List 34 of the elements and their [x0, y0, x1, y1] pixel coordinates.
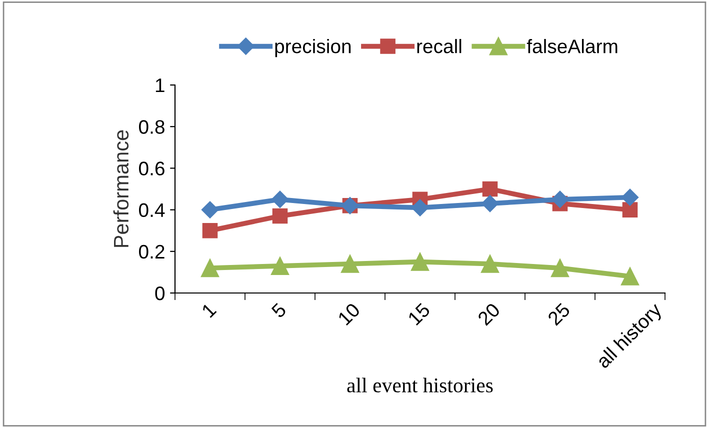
y-tick-label: 0.8 [139, 120, 164, 134]
point [550, 259, 570, 278]
x-tick-label: 25 [547, 302, 571, 326]
legend-label: falseAlarm [526, 38, 618, 54]
point [202, 222, 218, 238]
legend-label: recall [417, 38, 462, 54]
y-tick-label: 0 [155, 286, 165, 300]
point [272, 208, 288, 224]
y-tick-label: 0.2 [139, 244, 164, 259]
point [551, 190, 569, 208]
x-tick-label: 15 [408, 302, 431, 326]
point [270, 256, 290, 275]
point [482, 181, 498, 197]
x-tick-label: 10 [337, 302, 361, 326]
legend-label: precision [275, 38, 351, 58]
y-tick-label: 1 [156, 78, 164, 92]
x-tick-label: 20 [477, 302, 501, 326]
y-axis-title: Performance [113, 130, 129, 247]
x-tick-label: 1 [201, 302, 217, 318]
point [480, 254, 500, 273]
x-axis-title: all event histories [347, 378, 493, 392]
point [340, 254, 360, 273]
point [271, 190, 289, 208]
point [201, 201, 219, 218]
point [621, 188, 639, 206]
point [411, 199, 429, 216]
x-tick-label: 5 [270, 302, 287, 319]
point [410, 252, 430, 271]
point [200, 259, 220, 278]
y-tick-label: 0.4 [139, 203, 165, 218]
point [622, 202, 638, 218]
point [620, 267, 640, 286]
point [481, 195, 499, 212]
y-tick-label: 0.6 [139, 162, 164, 176]
